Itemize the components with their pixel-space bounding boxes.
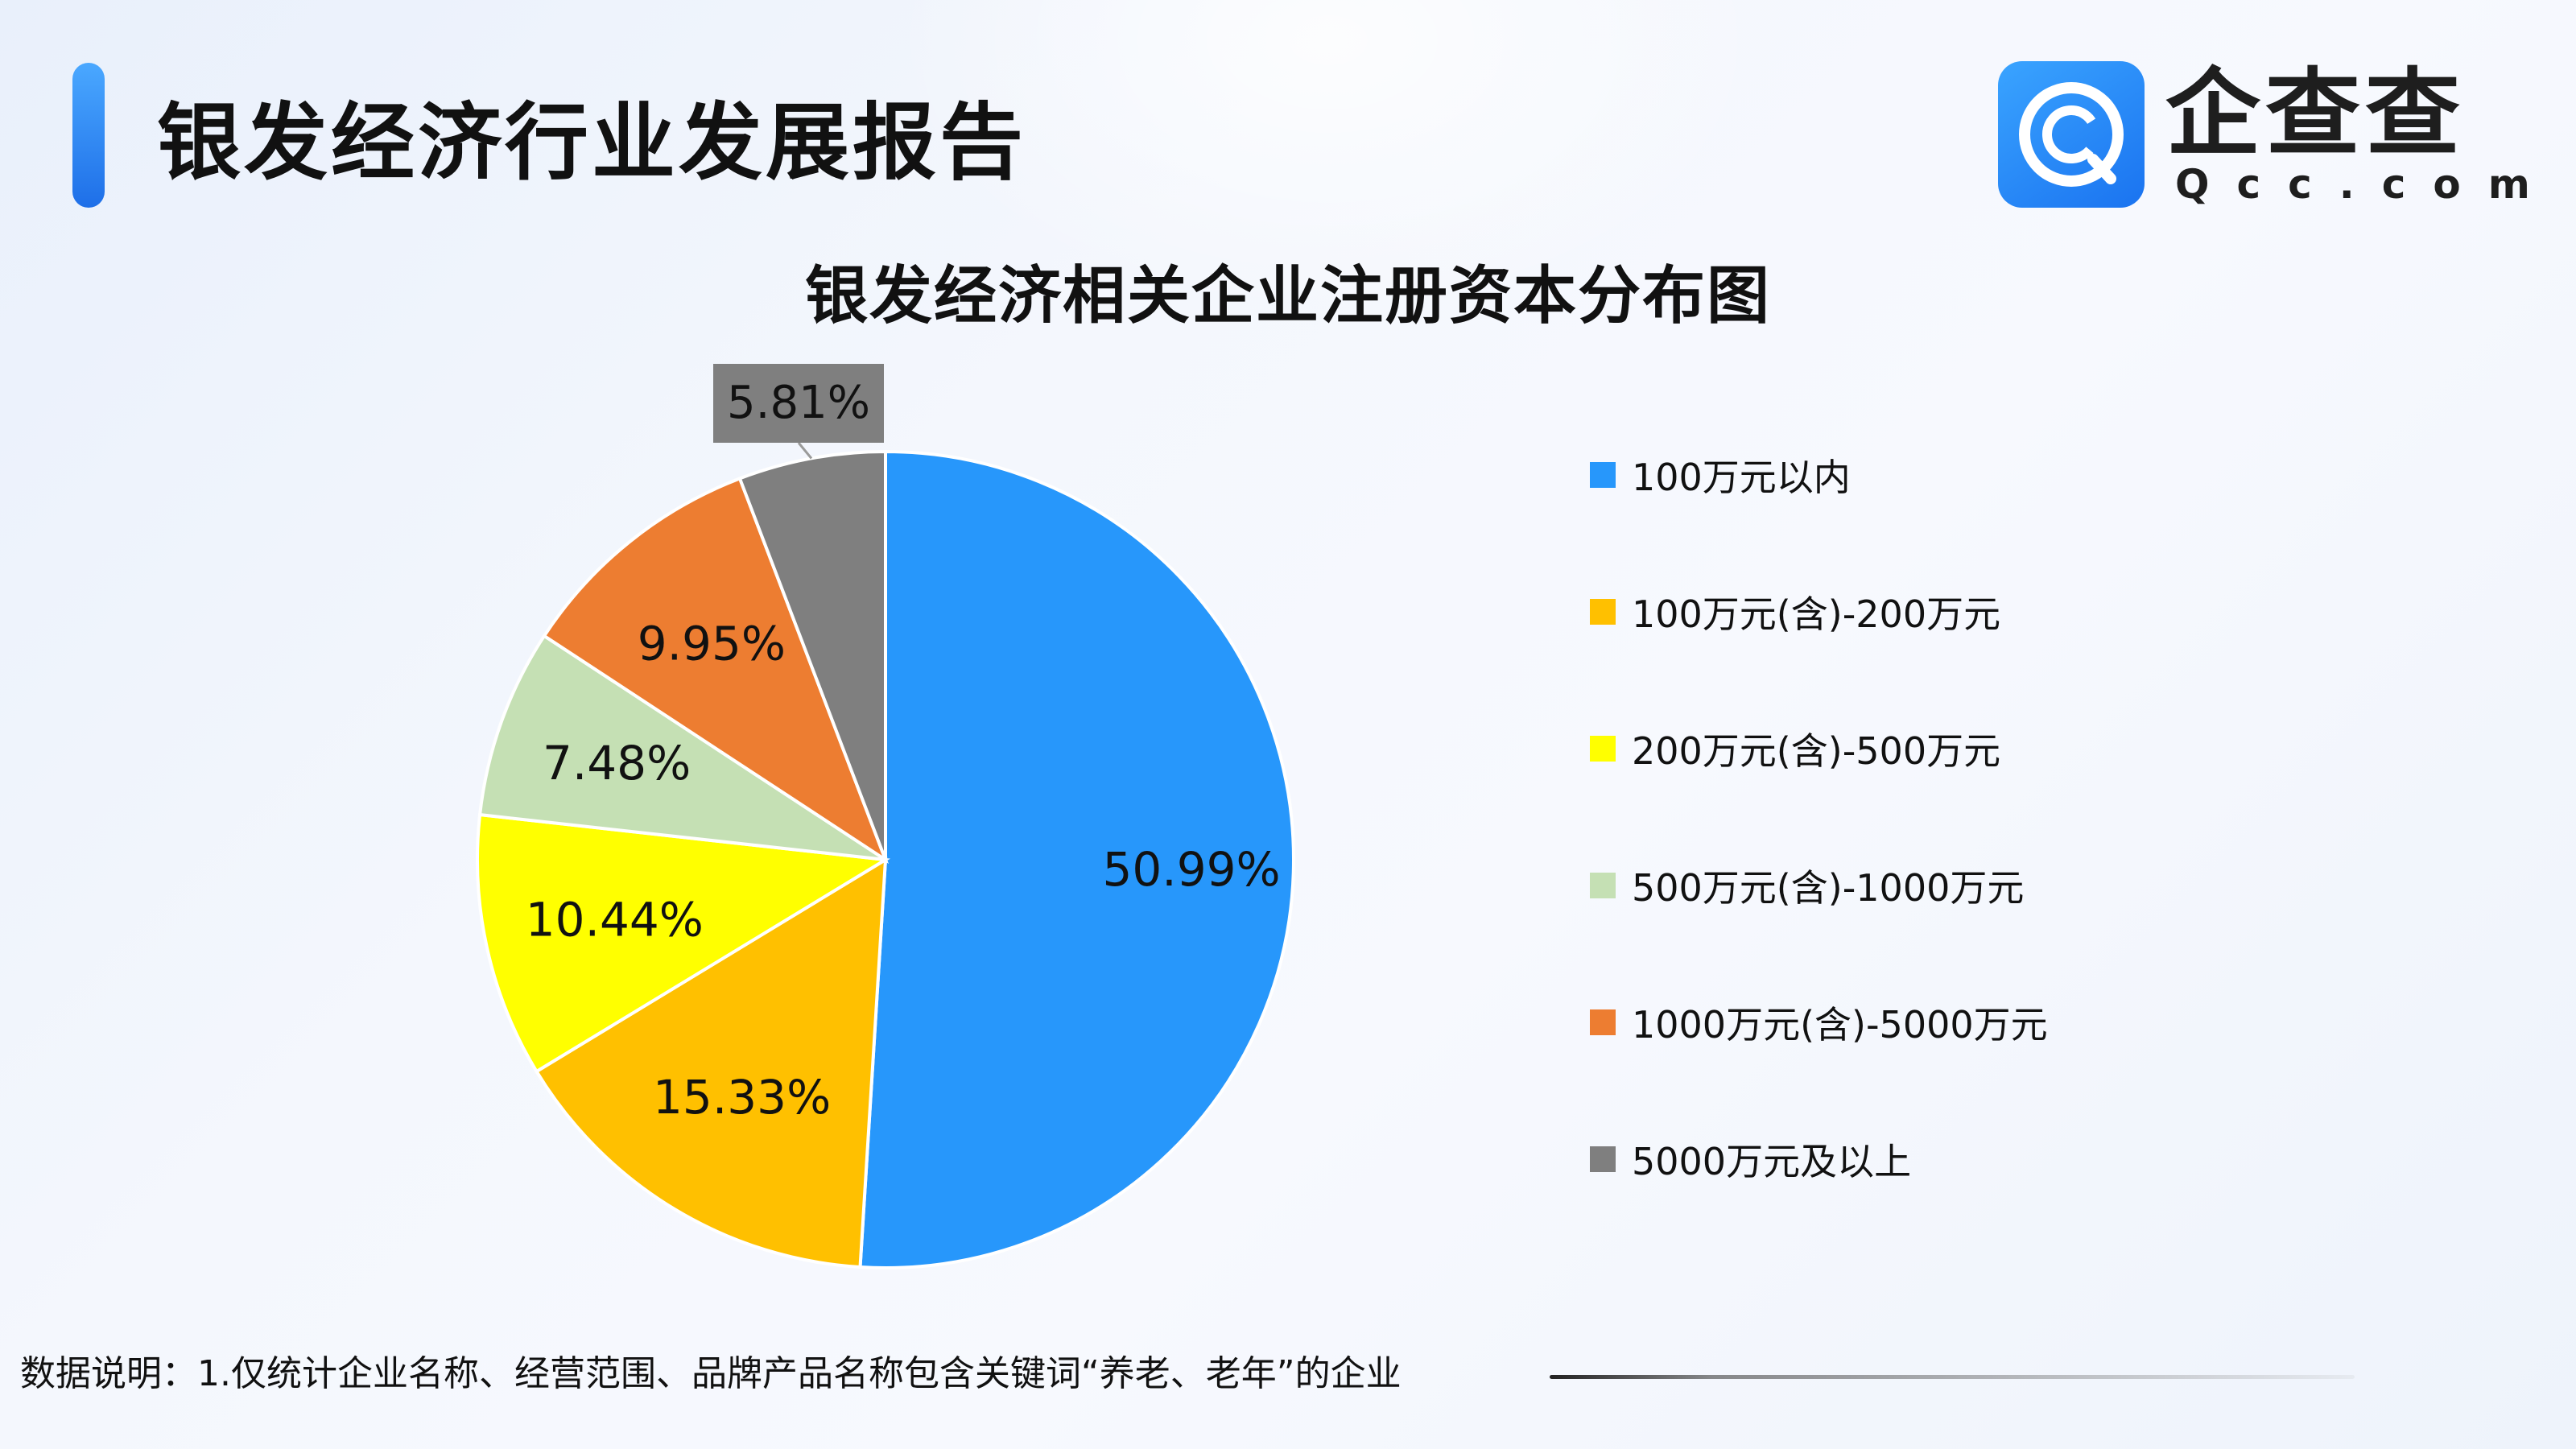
legend-label-3: 200万元(含)-500万元 [1632, 729, 2001, 773]
pie-slice-2 [534, 857, 888, 1269]
legend-swatch-1 [1590, 462, 1616, 488]
pie-slice-1 [858, 449, 1295, 1269]
legend-label-6: 5000万元及以上 [1632, 1140, 1912, 1183]
leader-line-6 [797, 442, 813, 460]
data-label-5: 9.95% [638, 616, 786, 671]
pie-slice-4 [477, 634, 887, 861]
data-label-1: 50.99% [1102, 842, 1280, 897]
logo-text-en: Qcc.com [2175, 161, 2557, 208]
logo-text-cn: 企查查 [2165, 58, 2466, 169]
pie-slice-6 [737, 449, 887, 861]
legend-label-1: 100万元以内 [1632, 456, 1851, 499]
legend-swatch-3 [1590, 736, 1616, 762]
qcc-logo-icon [1998, 61, 2145, 208]
pie-slice-5 [542, 476, 890, 865]
legend-swatch-5 [1590, 1009, 1616, 1035]
legend-item-6: 5000万元及以上 [1590, 1127, 1911, 1191]
data-label-2: 15.33% [653, 1070, 831, 1125]
legend-swatch-2 [1590, 599, 1616, 625]
data-label-6: 5.81% [727, 377, 870, 429]
legend-swatch-4 [1590, 873, 1616, 898]
legend-label-5: 1000万元(含)-5000万元 [1632, 1003, 2048, 1046]
legend-item-4: 500万元(含)-1000万元 [1590, 853, 2024, 918]
page-title: 银发经济行业发展报告 [157, 93, 1027, 192]
footnote: 数据说明：1.仅统计企业名称、经营范围、品牌产品名称包含关键词“养老、老年”的企… [20, 1353, 1402, 1394]
legend-label-2: 100万元(含)-200万元 [1632, 592, 2001, 636]
pie-slice-3 [476, 812, 891, 1074]
legend-item-3: 200万元(含)-500万元 [1590, 716, 2000, 781]
data-label-3: 10.44% [526, 892, 704, 947]
legend-item-1: 100万元以内 [1590, 443, 1851, 507]
data-label-box-6 [713, 364, 884, 443]
legend-swatch-6 [1590, 1146, 1616, 1172]
data-label-4: 7.48% [543, 736, 691, 791]
legend-label-4: 500万元(含)-1000万元 [1632, 866, 2025, 910]
footnote-divider [1550, 1375, 2355, 1379]
legend-item-5: 1000万元(含)-5000万元 [1590, 990, 2048, 1055]
title-accent-bar [72, 63, 105, 208]
chart-title: 银发经济相关企业注册资本分布图 [805, 260, 1772, 332]
legend-item-2: 100万元(含)-200万元 [1590, 580, 2000, 644]
